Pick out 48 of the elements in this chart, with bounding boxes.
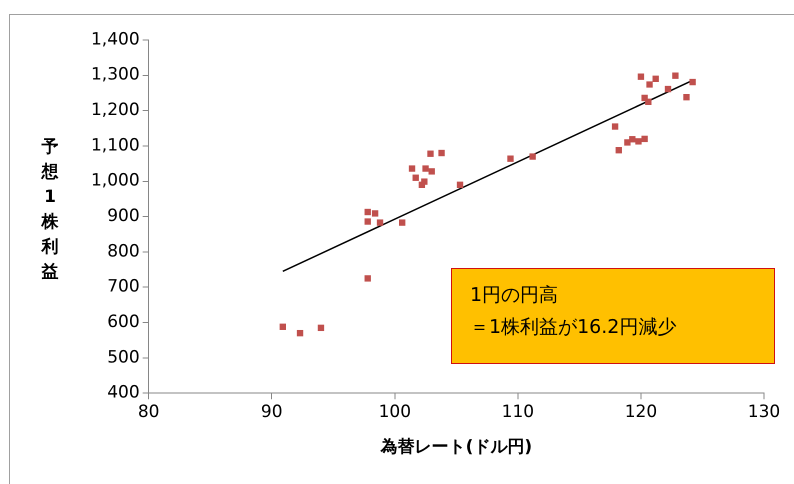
y-tick-label: 900 xyxy=(107,206,140,226)
y-tick-label: 400 xyxy=(107,382,140,403)
point xyxy=(638,74,644,80)
point xyxy=(641,136,648,142)
y-tick-label: 1,400 xyxy=(90,29,140,50)
point xyxy=(280,324,286,330)
x-axis-title: 為替レート(ドル円) xyxy=(380,437,532,458)
point xyxy=(652,76,659,82)
y-tick-label: 800 xyxy=(107,241,140,262)
point xyxy=(612,123,618,130)
y-tick-label: 600 xyxy=(107,312,140,332)
y-tick-label: 1,000 xyxy=(90,170,140,191)
point xyxy=(672,72,679,79)
point xyxy=(318,324,324,332)
point xyxy=(364,208,371,216)
x-tick-label: 110 xyxy=(502,402,534,422)
point xyxy=(364,218,371,225)
y-tick-label: 1,100 xyxy=(90,135,140,156)
point xyxy=(645,98,652,105)
point xyxy=(635,138,642,145)
point xyxy=(412,174,419,181)
x-tick-label: 120 xyxy=(624,402,658,422)
point xyxy=(629,136,636,142)
point xyxy=(376,219,384,226)
y-tick-label: 500 xyxy=(107,347,140,368)
y-axis-title: 予想1株利益 xyxy=(40,136,60,284)
point xyxy=(507,155,514,162)
y-tick-label: 1,300 xyxy=(90,64,140,85)
point xyxy=(529,153,536,160)
point xyxy=(683,94,690,100)
point xyxy=(427,150,434,157)
point xyxy=(689,78,696,86)
point xyxy=(399,219,406,226)
point xyxy=(428,168,435,175)
note-box: 1円の円高 ＝1株利益が16.2円減少 xyxy=(451,268,775,364)
point xyxy=(616,147,622,154)
y-tick-label: 700 xyxy=(107,276,140,297)
point xyxy=(421,178,428,185)
point xyxy=(372,210,378,217)
point xyxy=(664,86,672,92)
point xyxy=(364,275,371,282)
point xyxy=(296,330,304,336)
y-tick-label: 1,200 xyxy=(90,100,140,120)
x-tick-label: 80 xyxy=(138,402,160,422)
x-tick-label: 130 xyxy=(748,402,780,422)
point xyxy=(456,182,464,188)
x-tick-label: 100 xyxy=(378,402,412,422)
x-tick-label: 90 xyxy=(260,402,283,422)
